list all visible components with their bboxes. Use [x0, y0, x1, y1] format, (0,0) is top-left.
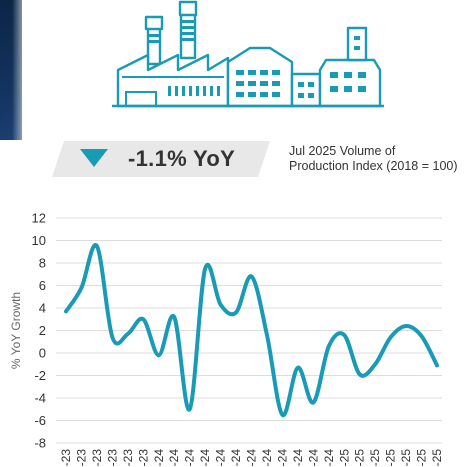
- x-tick-label: -23: [121, 449, 135, 467]
- y-tick-label: 2: [39, 323, 46, 338]
- x-tick-label: -24: [291, 449, 305, 467]
- y-tick-label: 6: [39, 278, 46, 293]
- y-tick-label: 4: [39, 301, 46, 316]
- x-tick-label: -24: [229, 449, 243, 467]
- y-tick-labels: -8 -6 -4 -2 0 2 4 6 8 10 12: [32, 211, 46, 451]
- x-tick-label: -23: [136, 449, 150, 467]
- x-tick-label: -23: [59, 449, 73, 467]
- description-line-2: Production Index (2018 = 100): [289, 159, 458, 173]
- x-tick-label: -24: [322, 449, 336, 467]
- x-tick-label: -25: [353, 449, 367, 467]
- description-line-1: Jul 2025 Volume of: [289, 144, 396, 158]
- y-tick-label: -2: [34, 368, 46, 383]
- y-tick-label: 10: [32, 233, 46, 248]
- x-tick-label: -25: [415, 449, 429, 467]
- y-tick-label: -8: [34, 436, 46, 451]
- y-tick-label: 12: [32, 211, 46, 226]
- y-tick-label: -4: [34, 391, 46, 406]
- x-tick-label: -23: [105, 449, 119, 467]
- y-axis-label: % YoY Growth: [9, 292, 23, 369]
- factory-icon: [112, 0, 384, 108]
- corner-decoration: [0, 0, 32, 140]
- x-tick-label: -24: [152, 449, 166, 467]
- x-tick-label: -25: [368, 449, 382, 467]
- x-tick-label: -24: [260, 449, 274, 467]
- x-tick-label: -24: [275, 449, 289, 467]
- x-tick-label: -25: [337, 449, 351, 467]
- x-tick-label: -24: [306, 449, 320, 467]
- grid-lines: [56, 217, 442, 444]
- yoy-banner: -1.1% YoY: [52, 141, 270, 177]
- x-tick-label: -25: [384, 449, 398, 467]
- x-tick-label: -24: [245, 449, 259, 467]
- x-tick-labels: -23 -23 -23 -23 -23 -23 -24 -24 -24 -24 -24 -24 -24-…: [59, 449, 444, 467]
- series-line: [64, 243, 439, 417]
- x-tick-label: -24: [198, 449, 212, 467]
- x-tick-label: -23: [90, 449, 104, 467]
- yoy-value: -1.1% YoY: [128, 146, 236, 171]
- x-tick-label: -24: [214, 449, 228, 467]
- x-tick-label: -24: [183, 449, 197, 467]
- x-tick-label: -24: [167, 449, 181, 467]
- y-tick-label: 8: [39, 256, 46, 271]
- x-tick-label: -25: [430, 449, 444, 467]
- y-tick-label: -6: [34, 413, 46, 428]
- down-triangle-icon: [80, 149, 108, 167]
- y-tick-label: 0: [39, 346, 46, 361]
- x-tick-label: -23: [74, 449, 88, 467]
- index-description: Jul 2025 Volume of Production Index (201…: [289, 144, 474, 174]
- x-tick-label: -25: [399, 449, 413, 467]
